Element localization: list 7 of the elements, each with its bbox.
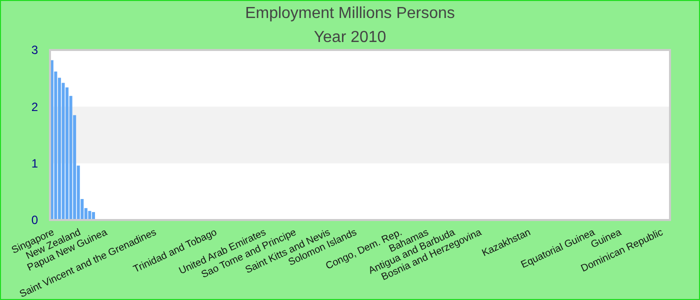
- y-tick-label: 1: [31, 156, 38, 171]
- y-tick-label: 2: [31, 100, 38, 114]
- chart-subtitle: Year 2010: [314, 29, 386, 46]
- bar: [66, 87, 69, 220]
- chart-title: Employment Millions Persons: [245, 5, 455, 22]
- y-tick-label: 0: [31, 213, 38, 228]
- y-tick-label: 3: [31, 43, 38, 58]
